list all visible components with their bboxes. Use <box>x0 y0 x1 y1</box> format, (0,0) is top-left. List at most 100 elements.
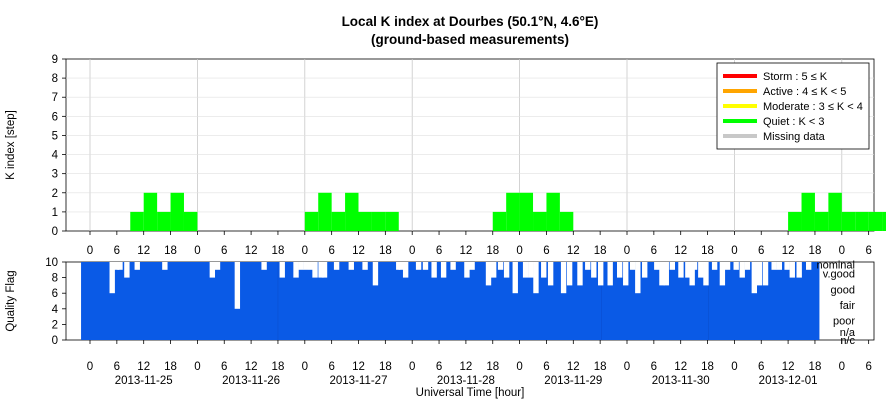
k-y-tick-label: 0 <box>52 226 58 238</box>
k-index-bar <box>546 192 560 231</box>
quality-dip <box>485 262 492 286</box>
quality-dip <box>739 262 745 278</box>
k-x-tick-label: 12 <box>567 245 580 257</box>
q-x-tick-label: 6 <box>865 361 871 373</box>
quality-flag-label: v.good <box>823 269 855 281</box>
q-x-tick-label: 12 <box>567 361 580 373</box>
q-x-tick-label: 0 <box>194 361 200 373</box>
quality-dip <box>440 262 447 278</box>
quality-dip <box>333 262 340 270</box>
k-y-tick-label: 4 <box>52 150 59 162</box>
k-index-bar <box>801 192 815 231</box>
k-index-bar <box>882 211 886 231</box>
k-index-bar <box>855 211 869 231</box>
q-x-tick-label: 18 <box>486 361 499 373</box>
q-x-tick-label: 6 <box>543 361 549 373</box>
legend-label-storm: Storm : 5 ≤ K <box>763 71 828 83</box>
quality-dip <box>724 262 731 270</box>
quality-dip <box>308 262 315 270</box>
quality-dip <box>469 262 475 270</box>
k-index-y-ticks: 0 1 2 3 4 5 6 7 8 9 <box>52 54 66 238</box>
k-y-tick-label: 9 <box>52 54 58 66</box>
q-y-tick-label: 4 <box>52 304 59 316</box>
quality-bars <box>81 262 820 340</box>
q-y-tick-label: 8 <box>52 273 58 285</box>
q-x-tick-label: 6 <box>758 361 764 373</box>
quality-dip <box>776 262 783 270</box>
legend-label-active: Active : 4 ≤ K < 5 <box>763 86 846 98</box>
k-index-y-axis-label: K index [step] <box>5 110 17 180</box>
legend-label-missing: Missing data <box>763 131 826 143</box>
k-x-tick-label: 6 <box>758 245 764 257</box>
quality-dip <box>751 262 757 294</box>
quality-dip <box>318 262 324 278</box>
k-index-bar <box>841 211 856 231</box>
q-x-tick-label: 6 <box>328 361 334 373</box>
quality-dip <box>450 262 456 270</box>
x-axis-label: Universal Time [hour] <box>416 387 525 399</box>
date-label: 2013-11-30 <box>652 375 710 387</box>
quality-dip <box>789 262 795 278</box>
q-x-tick-label: 0 <box>409 361 415 373</box>
quality-dip <box>528 262 534 278</box>
quality-dip <box>398 262 405 270</box>
quality-flag-label: nominal <box>816 259 855 271</box>
chart-subtitle: (ground-based measurements) <box>371 32 569 47</box>
k-x-tick-label: 0 <box>516 245 522 257</box>
quality-dip <box>756 262 763 286</box>
k-y-tick-label: 2 <box>52 188 58 200</box>
k-x-tick-label: 18 <box>809 245 822 257</box>
quality-dip <box>693 262 698 270</box>
date-label: 2013-11-26 <box>222 375 280 387</box>
q-x-tick-label: 12 <box>460 361 473 373</box>
quality-dip <box>431 262 437 278</box>
quality-dip <box>663 262 669 286</box>
quality-dip <box>598 262 604 286</box>
q-x-tick-label: 18 <box>164 361 177 373</box>
quality-dip <box>303 262 310 270</box>
k-x-tick-label: 12 <box>245 245 258 257</box>
quality-dip <box>293 262 299 278</box>
k-index-bar <box>143 192 158 231</box>
k-x-tick-label: 18 <box>164 245 177 257</box>
k-index-bar <box>130 211 144 231</box>
date-label: 2013-11-27 <box>330 375 388 387</box>
k-index-bar <box>868 211 883 231</box>
k-x-tick-label: 0 <box>409 245 415 257</box>
q-x-tick-label: 0 <box>87 361 93 373</box>
k-x-tick-label: 18 <box>379 245 392 257</box>
quality-dip <box>117 262 123 270</box>
quality-dip <box>607 262 613 286</box>
k-index-bar <box>183 211 198 231</box>
k-index-bar <box>304 211 319 231</box>
quality-flag-label: fair <box>840 300 856 312</box>
quality-dip <box>497 262 504 270</box>
quality-flag-label: poor <box>833 316 855 328</box>
q-x-tick-label: 12 <box>674 361 687 373</box>
quality-y-axis-label: Quality Flag <box>5 270 17 331</box>
k-x-tick-label: 18 <box>486 245 499 257</box>
k-index-bar <box>358 211 372 231</box>
quality-dip <box>784 262 790 270</box>
q-x-tick-label: 0 <box>302 361 308 373</box>
k-y-tick-label: 1 <box>52 207 58 219</box>
quality-dip <box>261 262 267 270</box>
k-y-tick-label: 8 <box>52 73 58 85</box>
quality-dip <box>402 262 409 278</box>
quality-dip <box>623 262 629 286</box>
quality-dip <box>711 262 718 270</box>
quality-dip <box>629 262 636 270</box>
quality-dip <box>422 262 429 270</box>
k-index-bar <box>814 211 829 231</box>
q-x-tick-label: 12 <box>782 361 795 373</box>
k-index-bar <box>788 211 802 231</box>
q-x-tick-label: 18 <box>272 361 285 373</box>
date-label: 2013-11-29 <box>544 375 602 387</box>
k-index-x-ticks: 0 6 12 18 0 6 12 18 0 6 12 18 0 6 12 18 0 6 12 18 0 6 12 18 0 6 12… <box>87 231 872 257</box>
quality-dip <box>642 262 648 278</box>
k-x-tick-label: 12 <box>674 245 687 257</box>
